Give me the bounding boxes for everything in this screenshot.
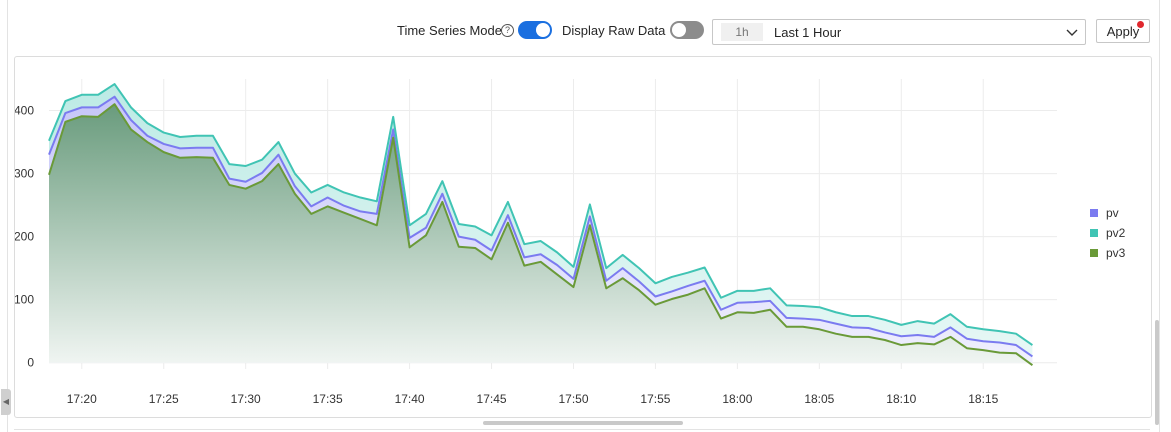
x-tick-label: 17:45 [477, 392, 507, 406]
y-tick-label: 400 [15, 104, 34, 118]
legend-label-pv2: pv2 [1106, 226, 1126, 240]
x-tick-label: 17:20 [67, 392, 97, 406]
legend-swatch-pv3 [1090, 249, 1098, 257]
help-icon[interactable]: ? [501, 24, 514, 37]
legend-swatch-pv2 [1090, 229, 1098, 237]
area-chart: 0 100 200 300 400 17:20 17:25 17:30 17:35 17:40 17… [14, 79, 1126, 406]
y-tick-label: 100 [15, 293, 34, 307]
toolbar: Time Series Mode ? Display Raw Data 1h L… [0, 16, 1171, 46]
y-tick-label: 0 [27, 356, 34, 370]
x-tick-label: 18:15 [968, 392, 998, 406]
chevron-down-icon [1066, 29, 1078, 36]
horizontal-scrollbar[interactable] [483, 421, 683, 425]
y-tick-label: 200 [15, 230, 34, 244]
range-short-badge: 1h [721, 23, 763, 41]
series-area-pv3 [49, 104, 1033, 366]
display-raw-data-label: Display Raw Data [562, 23, 666, 38]
vertical-scrollbar[interactable] [1155, 320, 1159, 425]
x-tick-label: 17:25 [149, 392, 179, 406]
series-line-pv [48, 95, 1033, 358]
toggle-knob [536, 23, 550, 37]
x-tick-label: 18:00 [722, 392, 752, 406]
legend-swatch-pv [1090, 209, 1098, 217]
display-raw-data-toggle[interactable] [670, 21, 704, 39]
legend-label-pv: pv [1106, 206, 1119, 220]
x-tick-label: 17:55 [640, 392, 670, 406]
left-border [7, 0, 8, 432]
x-tick-label: 18:10 [886, 392, 916, 406]
x-tick-label: 17:40 [395, 392, 425, 406]
x-tick-label: 17:50 [558, 392, 588, 406]
toggle-knob [672, 23, 686, 37]
x-tick-label: 18:05 [804, 392, 834, 406]
range-label: Last 1 Hour [774, 25, 842, 40]
legend-label-pv3: pv3 [1106, 246, 1126, 260]
series-line-pv2 [48, 83, 1033, 346]
time-range-select[interactable]: 1h Last 1 Hour [712, 19, 1086, 45]
chevron-left-icon[interactable]: ◀ [1, 389, 11, 415]
x-tick-label: 17:35 [313, 392, 343, 406]
y-tick-label: 300 [15, 167, 34, 181]
right-border [1159, 0, 1160, 432]
bottom-divider [14, 429, 1150, 430]
notification-dot [1137, 21, 1144, 28]
chart-panel: 0 100 200 300 400 17:20 17:25 17:30 17:35 17:40 17… [14, 56, 1152, 418]
x-tick-label: 17:30 [231, 392, 261, 406]
series-line-pv3 [48, 103, 1034, 367]
time-series-mode-toggle[interactable] [518, 21, 552, 39]
time-series-mode-label: Time Series Mode [397, 23, 502, 38]
